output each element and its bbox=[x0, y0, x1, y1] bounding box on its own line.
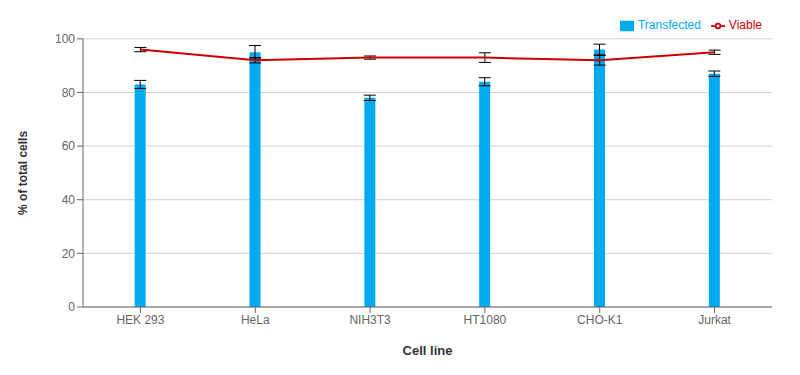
svg-text:Cell line: Cell line bbox=[403, 343, 453, 358]
svg-text:0: 0 bbox=[68, 300, 75, 314]
svg-text:80: 80 bbox=[62, 86, 76, 100]
svg-text:20: 20 bbox=[62, 247, 76, 261]
svg-text:CHO-K1: CHO-K1 bbox=[577, 313, 623, 327]
svg-text:60: 60 bbox=[62, 139, 76, 153]
svg-text:Jurkat: Jurkat bbox=[698, 313, 731, 327]
svg-text:HEK 293: HEK 293 bbox=[116, 313, 164, 327]
svg-text:40: 40 bbox=[62, 193, 76, 207]
html-text:Viable: Viable bbox=[728, 18, 762, 32]
html-text:Transfected: Transfected bbox=[637, 18, 701, 32]
svg-text:100: 100 bbox=[55, 32, 75, 46]
svg-text:HT1080: HT1080 bbox=[464, 313, 507, 327]
svg-text:% of total cells: % of total cells bbox=[16, 131, 30, 215]
svg-text:HeLa: HeLa bbox=[241, 313, 270, 327]
svg-text:NIH3T3: NIH3T3 bbox=[349, 313, 391, 327]
